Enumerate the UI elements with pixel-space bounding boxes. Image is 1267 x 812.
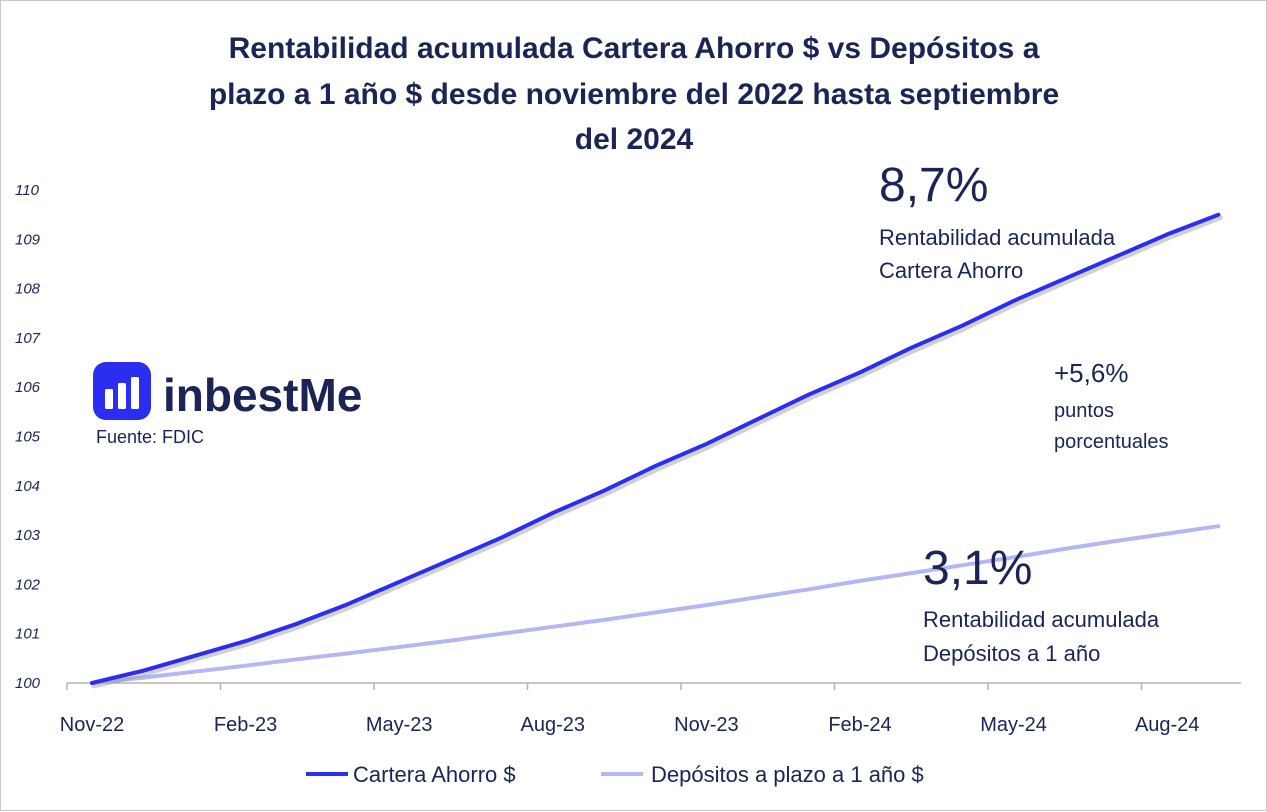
legend-label-cartera: Cartera Ahorro $: [353, 762, 516, 787]
logo-bar-icon: [118, 383, 126, 409]
annotation-depositos-line1: Rentabilidad acumulada: [923, 607, 1160, 632]
brand-name: inbestMe: [163, 369, 362, 421]
source-note: Fuente: FDIC: [96, 427, 204, 447]
annotation-difference: +5,6% puntos porcentuales: [1054, 358, 1169, 453]
annotation-cartera-line1: Rentabilidad acumulada: [879, 225, 1116, 250]
y-tick-label: 104: [15, 478, 40, 495]
series-line-shadow-cartera: [91, 215, 1223, 689]
x-tick-label: May-23: [366, 714, 433, 736]
legend-label-depositos: Depósitos a plazo a 1 año $: [651, 762, 924, 787]
y-tick-label: 106: [15, 379, 41, 396]
annotation-cartera: 8,7% Rentabilidad acumulada Cartera Ahor…: [879, 159, 1116, 283]
annotation-depositos: 3,1% Rentabilidad acumulada Depósitos a …: [923, 542, 1160, 666]
annotation-diff-line1: puntos: [1054, 400, 1114, 422]
y-tick-label: 110: [15, 182, 40, 199]
chart-title: Rentabilidad acumulada Cartera Ahorro $ …: [209, 32, 1059, 156]
x-tick-label: Feb-24: [828, 714, 891, 736]
x-tick-label: May-24: [980, 714, 1047, 736]
annotation-diff-line2: porcentuales: [1054, 431, 1169, 453]
logo-bar-icon: [105, 389, 113, 409]
y-tick-label: 108: [15, 281, 41, 298]
annotation-diff-pct: +5,6%: [1054, 358, 1128, 388]
y-tick-label: 107: [15, 330, 41, 347]
y-tick-label: 102: [15, 576, 41, 593]
y-axis: 100 101 102 103 104 105 106 107 108 109 110: [15, 182, 41, 692]
x-tick-label: Aug-23: [521, 714, 586, 736]
chart-title-line-1: Rentabilidad acumulada Cartera Ahorro $ …: [229, 32, 1040, 65]
annotation-depositos-line2: Depósitos a 1 año: [923, 641, 1100, 666]
x-tick-label: Nov-22: [60, 714, 124, 736]
y-tick-label: 109: [15, 231, 41, 248]
series-line-cartera: [90, 212, 1221, 685]
y-tick-label: 100: [15, 675, 41, 692]
chart-title-line-3: del 2024: [575, 123, 694, 156]
annotation-depositos-pct: 3,1%: [923, 542, 1032, 595]
legend: Cartera Ahorro $ Depósitos a plazo a 1 a…: [306, 762, 924, 787]
x-tick-label: Nov-23: [674, 714, 738, 736]
annotation-cartera-line2: Cartera Ahorro: [879, 258, 1023, 283]
x-tick-label: Feb-23: [214, 714, 277, 736]
chart-title-line-2: plazo a 1 año $ desde noviembre del 2022…: [209, 78, 1059, 111]
x-axis: Nov-22 Feb-23 May-23 Aug-23 Nov-23 Feb-24 May-…: [60, 682, 1241, 736]
logo-bar-icon: [131, 377, 139, 409]
series-layer: [90, 212, 1223, 689]
y-tick-label: 105: [15, 429, 41, 446]
y-tick-label: 101: [15, 626, 40, 643]
annotation-cartera-pct: 8,7%: [879, 159, 988, 212]
series-line-depositos: [90, 524, 1221, 685]
brand-logo: inbestMe: [93, 362, 362, 421]
x-tick-label: Aug-24: [1135, 714, 1200, 736]
y-tick-label: 103: [15, 527, 41, 544]
